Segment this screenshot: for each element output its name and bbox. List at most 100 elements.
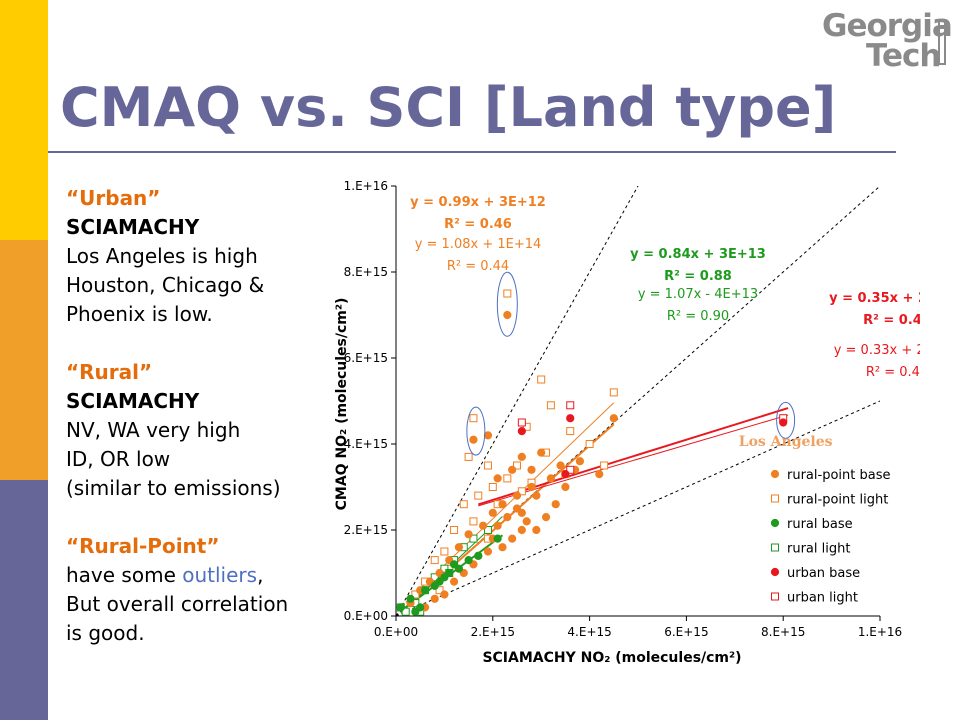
data-point-1 [503,474,512,483]
title-underline [48,151,896,153]
y-tick-label: 1.E+16 [344,179,388,193]
x-tick-label: 2.E+15 [471,625,515,639]
y-tick-label: 4.E+15 [344,437,388,451]
data-point-1 [517,487,526,496]
data-point-1 [430,556,439,565]
data-point-0 [541,513,551,522]
legend-marker-3 [771,543,779,552]
legend-label-5: urban light [787,591,858,606]
data-point-3 [430,573,439,582]
reference-line-2 [396,400,880,616]
x-tick-label: 1.E+16 [858,625,902,639]
data-point-5 [566,465,575,474]
notes-text-block: “Urban” SCIAMACHY Los Angeles is high Ho… [66,184,351,648]
data-point-1 [435,586,444,595]
urban-line-3: Phoenix is low. [66,302,213,326]
data-point-0 [483,431,493,440]
data-point-0 [537,448,546,457]
legend-marker-1 [771,494,779,503]
annotation-los-angeles: Los Angeles [739,434,833,450]
fit-equations: y = 0.99x + 3E+12 R² = 0.46 y = 1.08x + 1E… [410,195,920,450]
slide-title: CMAQ vs. SCI [Land type] [60,76,837,139]
x-tick-label: 4.E+15 [567,625,611,639]
fit-equation-5: y = 0.33x + 2E+15 [834,343,920,358]
data-point-1 [488,483,497,491]
spacer [66,329,351,358]
data-point-0 [493,474,502,483]
logo-line-1: Georgia [822,8,953,44]
data-point-0 [595,470,604,479]
legend-marker-2 [770,518,780,528]
data-point-0 [546,474,555,483]
y-axis-label: CMAQ NO₂ (molecules/cm²) [334,298,350,511]
y-tick-label: 0.E+00 [344,609,388,623]
x-axis-label-text: SCIAMACHY NO₂ (molecules/cm²) [482,650,741,666]
data-point-3 [483,526,492,534]
data-point-1 [566,427,575,436]
data-point-3 [440,564,449,573]
data-point-0 [464,530,473,539]
data-point-1 [411,590,420,599]
data-point-0 [609,414,618,423]
data-point-2 [464,556,473,565]
data-point-2 [449,560,459,569]
x-tick-label: 8.E+15 [761,625,805,639]
data-point-1 [503,289,512,298]
data-point-1 [522,422,531,431]
fit-r2-2: R² = 0.88 [664,269,732,284]
data-point-0 [498,543,507,552]
scatter-chart: 0.E+00 2.E+15 4.E+15 6.E+15 8.E+15 1.E+16 0.E+… [334,179,920,666]
data-point-5 [517,418,526,427]
legend-label-4: urban base [787,566,860,581]
fit-equation-2: y = 0.84x + 3E+13 [630,247,766,262]
rural-point-line-1: have some outliers, [66,561,351,590]
outlier-ellipse-2 [776,401,796,439]
fit-r2-3: R² = 0.90 [667,309,729,324]
data-point-2 [474,551,483,560]
fit-equation-0: y = 0.99x + 3E+12 [410,195,546,210]
data-point-2 [445,568,454,578]
rural-point-line-1c: , [257,563,264,587]
outlier-ellipse-0 [496,271,518,337]
y-tick-label: 6.E+15 [344,351,388,365]
data-point-1 [483,461,492,470]
chart-legend: rural-point base rural-point light rural b… [770,468,890,606]
data-point-4 [566,414,575,423]
data-point-1 [440,547,449,556]
data-point-1 [609,388,618,397]
data-point-4 [517,427,526,436]
legend-label-2: rural base [787,517,853,532]
legend-marker-0 [770,469,780,479]
rural-line-2: ID, OR low [66,447,171,471]
data-point-4 [561,470,570,479]
data-point-0 [556,461,565,470]
data-point-1 [546,401,555,410]
fit-equation-4: y = 0.35x + 2E+15 [829,291,920,306]
y-axis-label-text: CMAQ NO₂ (molecules/cm²) [334,298,350,511]
rural-point-line-1a: have some [66,563,183,587]
urban-heading: “Urban” [66,186,161,210]
data-point-0 [449,577,459,586]
data-point-2 [406,594,415,603]
rural-point-line-3: is good. [66,621,145,645]
outlier-ellipse-1 [466,406,486,456]
legend-label-3: rural light [787,542,850,557]
outliers-word: outliers [182,563,258,587]
fit-r2-5: R² = 0.40 [866,365,920,380]
data-point-1 [513,461,521,470]
data-point-1 [469,517,478,526]
data-point-1 [450,526,459,534]
rural-line-3: (similar to emissions) [66,476,281,500]
rural-sciamachy-label: SCIAMACHY [66,389,200,413]
data-point-4 [779,418,788,427]
data-point-2 [411,607,420,616]
data-point-0 [527,482,536,492]
data-point-0 [454,543,464,552]
accent-band-purple [0,480,48,720]
data-point-0 [498,500,507,509]
legend-label-1: rural-point light [787,493,888,508]
data-point-5 [566,401,575,410]
fit-r2-4: R² = 0.45 [863,313,920,328]
x-tick-label: 6.E+15 [664,625,708,639]
data-point-2 [420,586,430,595]
